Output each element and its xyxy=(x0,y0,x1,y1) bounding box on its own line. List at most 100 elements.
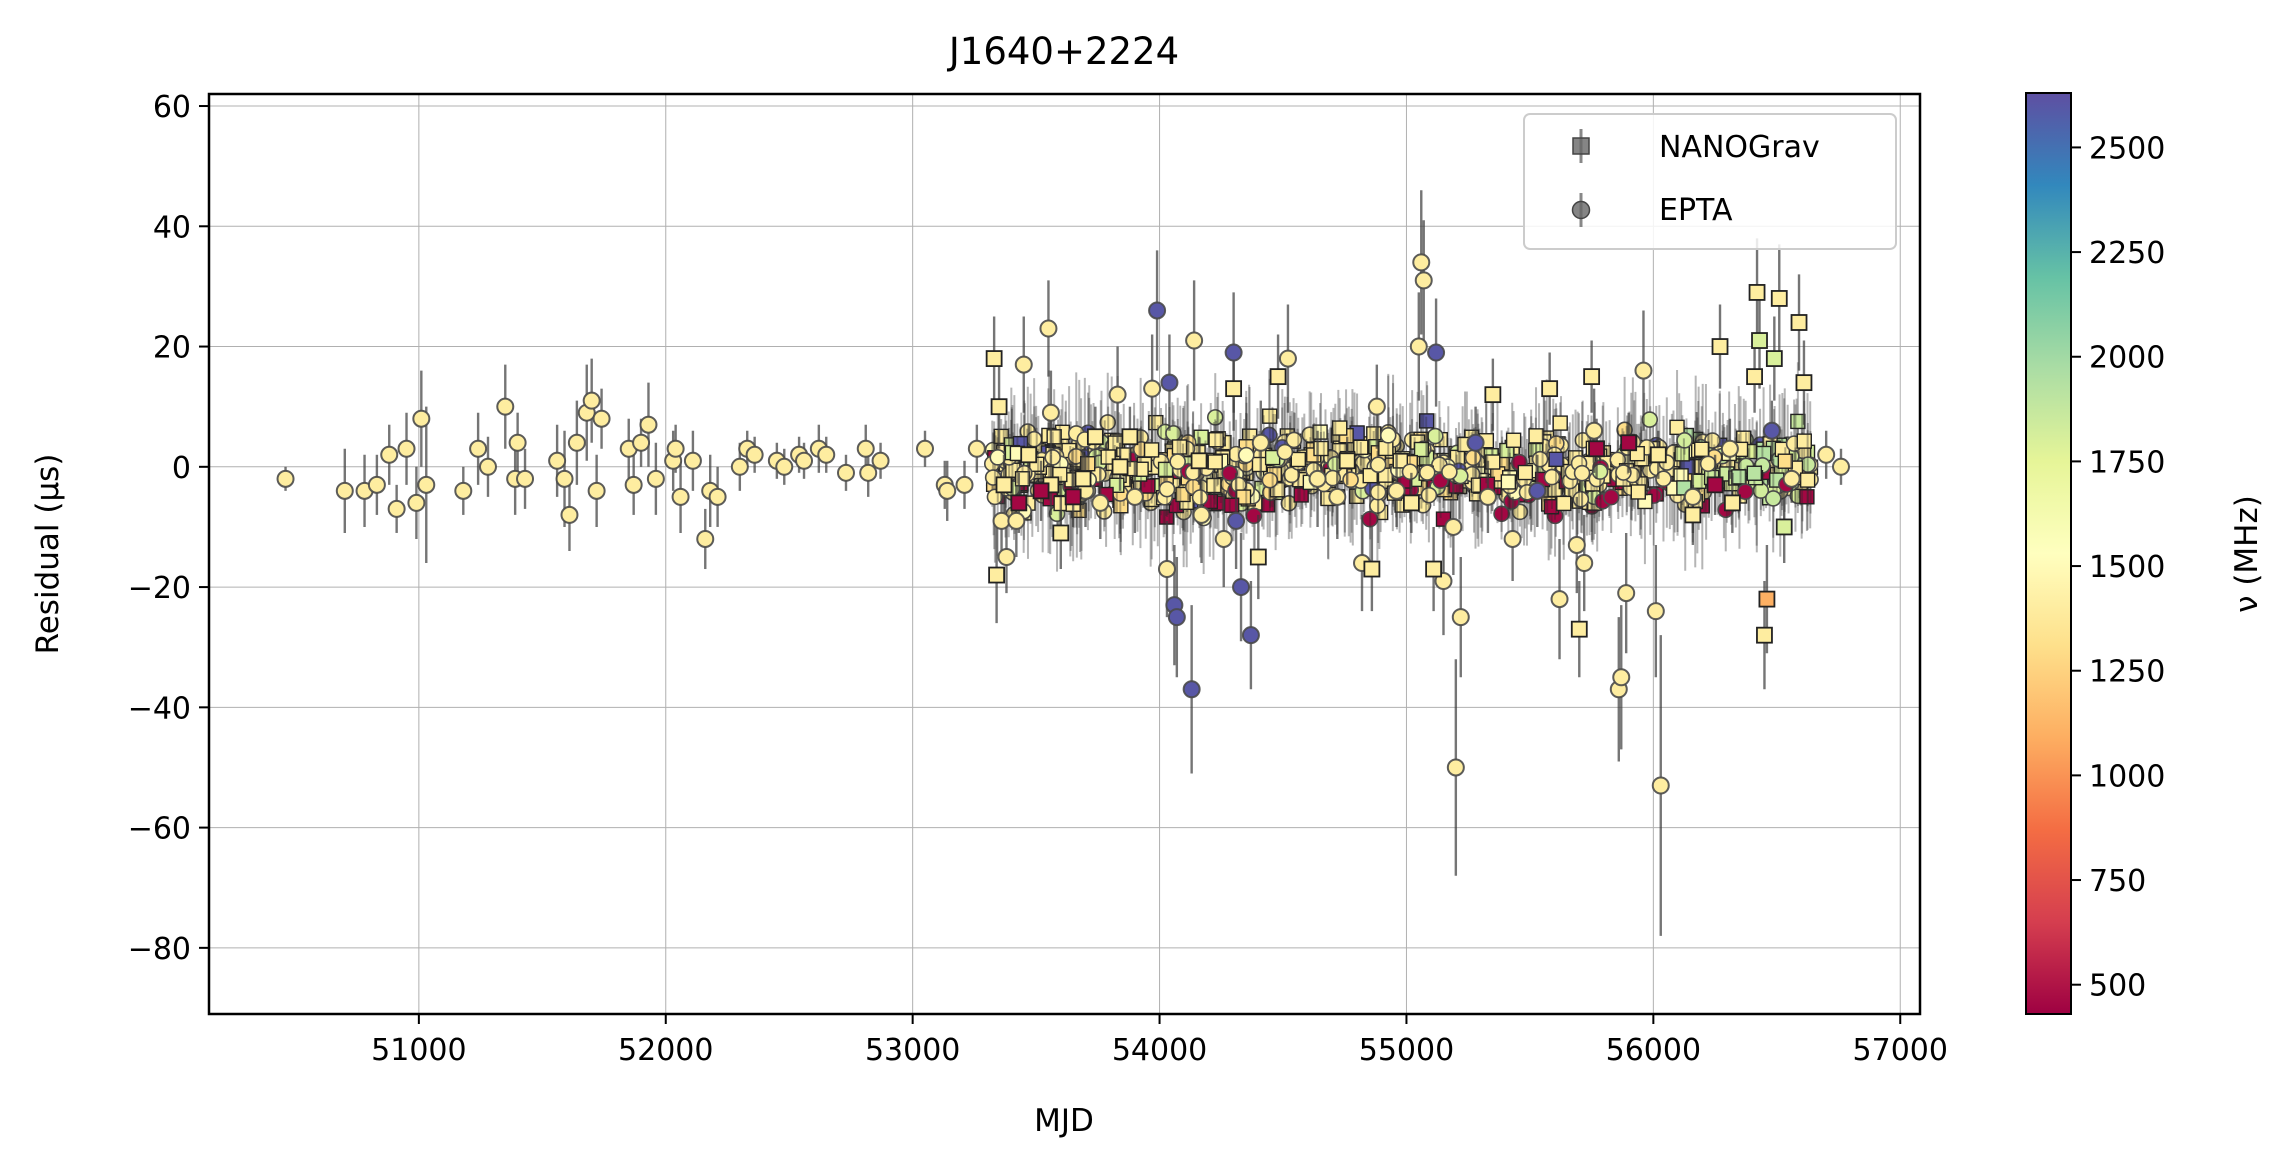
dense-epta-point xyxy=(1464,449,1482,467)
nanograv-point xyxy=(1795,374,1813,392)
colorbar-tick-label: 2250 xyxy=(2089,236,2165,271)
dense-nanograv-point xyxy=(1796,433,1812,449)
epta-point xyxy=(387,499,406,518)
epta-point xyxy=(871,451,890,470)
epta-point xyxy=(639,415,658,434)
nanograv-point xyxy=(1111,458,1129,476)
epta-point xyxy=(1503,529,1522,548)
y-tick-label: −20 xyxy=(128,571,191,606)
nanograv-point xyxy=(1758,590,1776,608)
epta-point xyxy=(1762,421,1781,440)
x-tick-label: 52000 xyxy=(618,1033,713,1068)
dense-nanograv-point xyxy=(1362,467,1378,484)
y-tick-label: 60 xyxy=(153,90,191,125)
dense-epta-point xyxy=(1736,483,1754,500)
nanograv-point xyxy=(1751,332,1768,349)
epta-point xyxy=(1157,560,1176,579)
epta-point xyxy=(775,457,794,476)
epta-point xyxy=(567,433,586,452)
y-tick-label: 20 xyxy=(153,331,191,366)
epta-point xyxy=(624,475,643,494)
x-tick-label: 51000 xyxy=(371,1033,466,1068)
colorbar-tick-label: 750 xyxy=(2089,864,2146,899)
dense-nanograv-point xyxy=(1290,451,1307,468)
nanograv-point xyxy=(1190,452,1208,470)
dense-epta-point xyxy=(1418,464,1436,481)
dense-nanograv-point xyxy=(1552,415,1568,431)
nanograv-point xyxy=(1765,350,1783,367)
epta-point xyxy=(1192,505,1211,524)
colorbar-tick-label: 2000 xyxy=(2089,341,2165,376)
epta-point xyxy=(496,397,515,416)
nanograv-point xyxy=(1684,506,1702,524)
epta-point xyxy=(1167,608,1186,627)
dense-epta-point xyxy=(1531,450,1549,468)
y-tick-label: −80 xyxy=(128,932,191,967)
epta-point xyxy=(859,463,878,482)
epta-point xyxy=(412,409,431,428)
epta-point xyxy=(592,409,611,428)
dense-epta-point xyxy=(1206,409,1224,426)
epta-point xyxy=(1224,343,1243,362)
colorbar-tick-label: 500 xyxy=(2089,969,2146,1004)
nanograv-point xyxy=(1020,446,1038,464)
epta-point xyxy=(1328,487,1347,506)
epta-point xyxy=(1446,758,1465,777)
dense-nanograv-point xyxy=(1143,442,1160,458)
dense-nanograv-point xyxy=(1208,432,1224,448)
epta-point xyxy=(683,451,702,470)
epta-point xyxy=(1612,668,1631,687)
epta-point xyxy=(795,451,814,470)
epta-point xyxy=(836,463,855,482)
nanograv-point xyxy=(1064,488,1082,506)
nanograv-point xyxy=(1756,626,1773,644)
colorbar-tick-label: 1500 xyxy=(2089,550,2165,585)
x-axis-label: MJD xyxy=(1034,1103,1094,1139)
epta-point xyxy=(582,391,601,410)
nanograv-point xyxy=(1032,482,1050,500)
dense-epta-point xyxy=(1044,449,1062,466)
epta-point xyxy=(587,481,606,500)
dense-epta-point xyxy=(1261,471,1279,489)
epta-point xyxy=(1451,608,1470,627)
epta-point xyxy=(1185,331,1204,350)
dense-nanograv-point xyxy=(1418,413,1435,429)
nanograv-point xyxy=(1649,446,1667,464)
marker-layer xyxy=(276,253,1850,795)
dense-epta-point xyxy=(1369,456,1387,473)
nanograv-point xyxy=(1052,524,1070,542)
dense-nanograv-point xyxy=(1556,495,1572,512)
dense-epta-point xyxy=(1342,471,1359,489)
nanograv-point xyxy=(1402,494,1420,512)
colorbar-tick-label: 2500 xyxy=(2089,131,2165,166)
epta-point xyxy=(938,481,957,500)
dense-nanograv-point xyxy=(1505,432,1522,448)
epta-point xyxy=(916,439,935,458)
nanograv-point xyxy=(1269,368,1287,386)
nanograv-point xyxy=(1620,434,1638,452)
epta-point xyxy=(1227,511,1246,530)
legend-entry-epta: EPTA xyxy=(1571,193,1733,228)
dense-nanograv-point xyxy=(1413,441,1430,458)
epta-point xyxy=(367,475,386,494)
epta-point xyxy=(1409,337,1428,356)
dense-epta-point xyxy=(1191,489,1209,506)
dense-epta-point xyxy=(1169,453,1186,470)
epta-point xyxy=(1143,379,1162,398)
epta-point xyxy=(560,505,579,524)
epta-point xyxy=(276,469,295,488)
dense-nanograv-point xyxy=(1630,484,1646,500)
epta-point xyxy=(1646,602,1665,621)
dense-nanograv-point xyxy=(1731,469,1747,485)
y-tick-label: 0 xyxy=(172,451,191,486)
nanograv-point xyxy=(990,398,1008,416)
colorbar-tick-label: 1250 xyxy=(2089,655,2165,690)
nanograv-point xyxy=(1723,494,1741,512)
epta-point xyxy=(508,433,527,452)
epta-point xyxy=(555,469,574,488)
dense-epta-point xyxy=(1158,480,1176,498)
epta-point xyxy=(1367,397,1386,416)
dense-nanograv-point xyxy=(1548,451,1564,468)
